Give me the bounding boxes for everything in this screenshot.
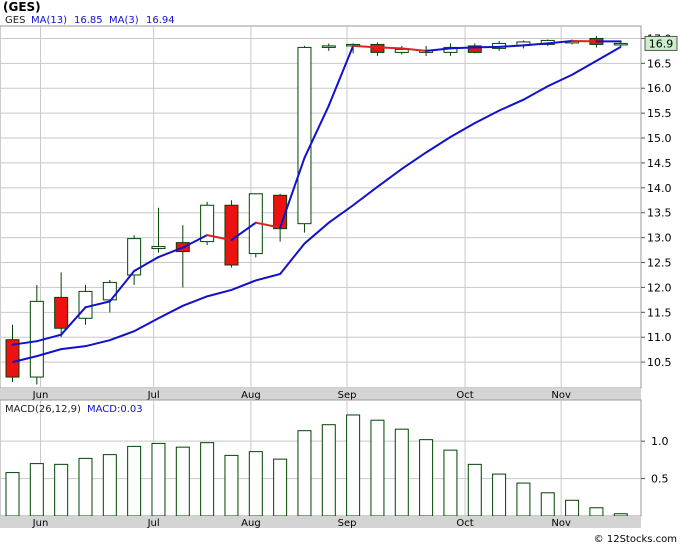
x-tick-label: Jul [147, 390, 160, 401]
macd-x-axis-band [0, 516, 641, 528]
price-x-axis-band [0, 388, 641, 400]
macd-bar [468, 464, 481, 516]
macd-bar [614, 514, 627, 516]
macd-bar [322, 425, 335, 516]
macd-bar [176, 447, 189, 516]
macd-bar [103, 455, 116, 516]
ma3-segment [377, 47, 401, 48]
price-y-tick-label: 16.5 [647, 57, 672, 70]
macd-legend-params: MACD(26,12,9) [5, 404, 81, 415]
price-y-tick-label: 15.5 [647, 107, 672, 120]
legend-ma13-value: 16.85 [74, 15, 103, 26]
macd-bar [493, 474, 506, 516]
legend-symbol: GES [5, 15, 25, 26]
macd-y-tick-label: 0.5 [651, 473, 669, 486]
legend-ma3-label: MA(3) [109, 15, 139, 26]
price-y-tick-label: 12.5 [647, 257, 672, 270]
x-tick-label: Sep [338, 390, 357, 401]
x-tick-label: Aug [241, 390, 261, 401]
last-price-tag: 16.9 [645, 36, 677, 50]
macd-bar [79, 458, 92, 516]
last-price-value: 16.9 [649, 37, 674, 50]
price-y-tick-label: 12.0 [647, 281, 672, 294]
macd-bar [152, 443, 165, 516]
macd-bar [30, 464, 43, 516]
ma3-segment [450, 47, 474, 48]
macd-x-tick-label: Nov [551, 518, 571, 529]
price-y-tick-label: 15.0 [647, 132, 672, 145]
macd-bar [541, 493, 554, 516]
macd-bar [517, 483, 530, 516]
macd-bar [274, 459, 287, 516]
price-panel-frame [0, 26, 641, 388]
macd-bar [55, 464, 68, 516]
macd-bar [395, 429, 408, 516]
macd-x-tick-label: Sep [338, 518, 357, 529]
price-y-tick-label: 11.0 [647, 331, 672, 344]
macd-bar [6, 473, 19, 516]
macd-bar [371, 420, 384, 516]
price-y-tick-label: 13.5 [647, 207, 672, 220]
macd-bar [566, 500, 579, 516]
macd-legend-value: MACD:0.03 [87, 404, 143, 415]
macd-panel: 0.5 1.0 [0, 400, 669, 516]
candle-down [225, 205, 238, 265]
candle-up [322, 46, 335, 48]
macd-bar [347, 415, 360, 516]
x-tick-label: Oct [456, 390, 473, 401]
macd-bar [444, 450, 457, 516]
candle-up [614, 43, 627, 45]
price-panel: 10.5 11.0 11.5 12.0 12.5 13.0 13.5 14.0 14.5 15.0… [0, 26, 672, 388]
macd-x-tick-label: Jun [32, 518, 49, 529]
candle-up [152, 247, 165, 249]
macd-y-tick-label: 1.0 [651, 435, 669, 448]
price-y-tick-label: 10.5 [647, 356, 672, 369]
candle-up [298, 47, 311, 223]
legend-ma13-label: MA(13) [31, 15, 67, 26]
legend-ma3-value: 16.94 [146, 15, 175, 26]
price-y-tick-label: 14.5 [647, 157, 672, 170]
macd-bar [201, 443, 214, 516]
macd-x-tick-label: Aug [241, 518, 261, 529]
macd-bar [590, 508, 603, 516]
macd-bar [128, 446, 141, 516]
price-y-tick-label: 11.5 [647, 306, 672, 319]
macd-x-tick-label: Oct [456, 518, 473, 529]
watermark: © 12Stocks.com [594, 534, 677, 545]
price-y-tick-label: 14.0 [647, 182, 672, 195]
candle-down [55, 297, 68, 328]
macd-bar [420, 440, 433, 516]
price-y-tick-label: 13.0 [647, 232, 672, 245]
chart-title: (GES) [3, 0, 41, 14]
macd-x-tick-label: Jul [147, 518, 160, 529]
x-tick-label: Jun [32, 390, 49, 401]
macd-bar [225, 455, 238, 516]
candle-up [79, 291, 92, 318]
macd-bar [298, 431, 311, 516]
price-y-tick-label: 16.0 [647, 82, 672, 95]
macd-bar [249, 452, 262, 516]
x-tick-label: Nov [551, 390, 571, 401]
